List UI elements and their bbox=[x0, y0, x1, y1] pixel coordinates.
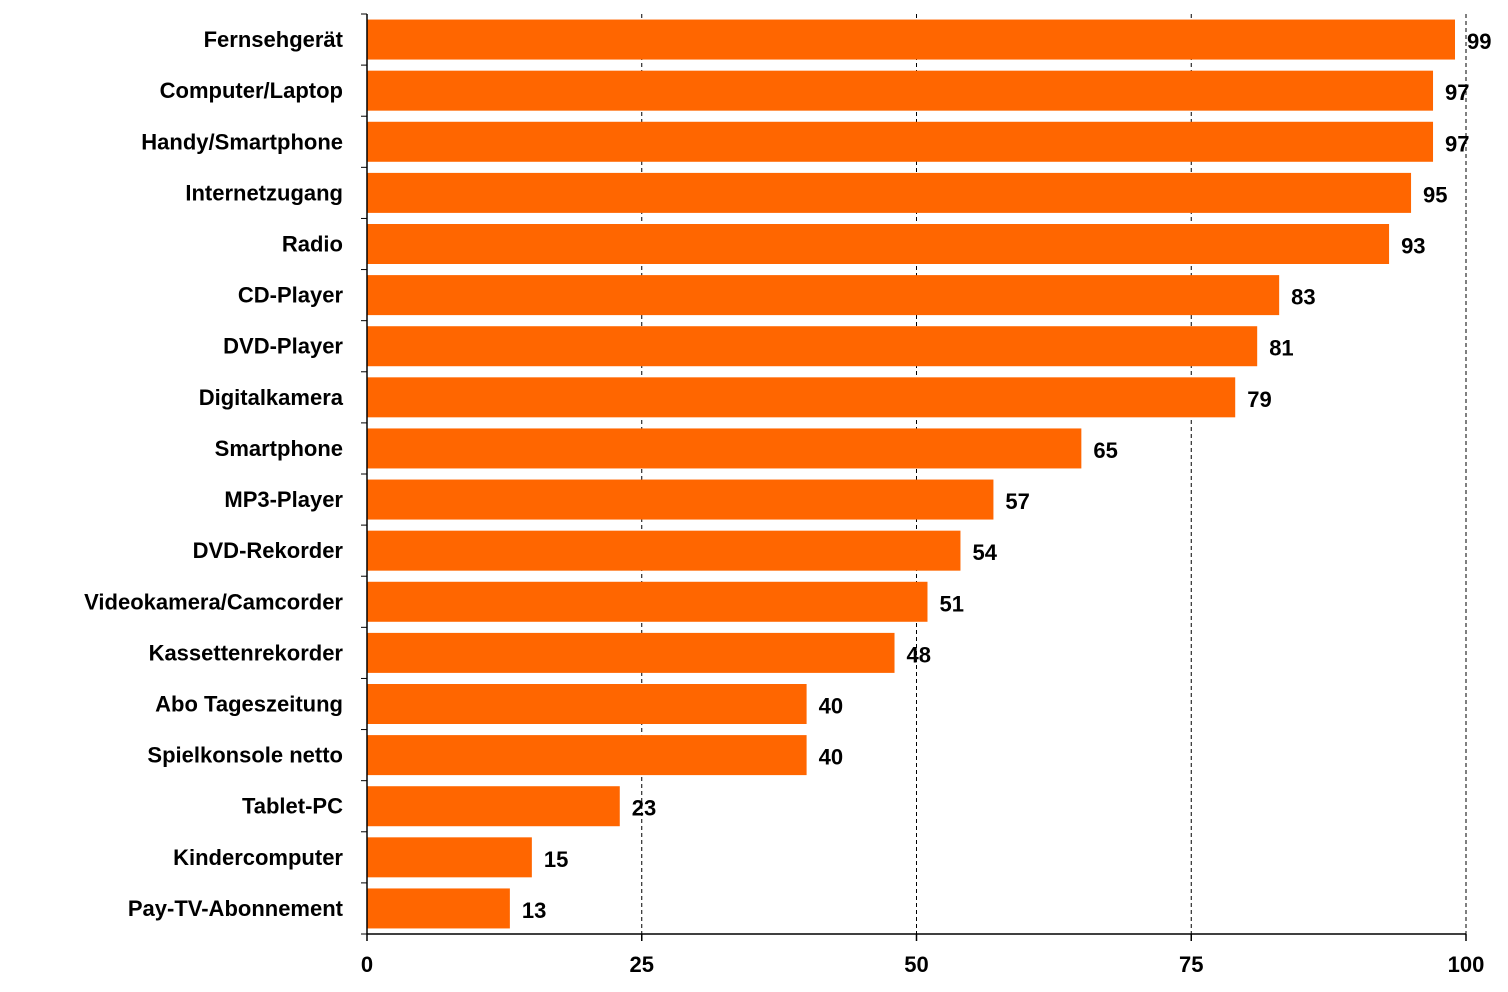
category-label: Smartphone bbox=[215, 436, 343, 461]
value-label: 97 bbox=[1445, 80, 1469, 105]
category-label: CD-Player bbox=[238, 283, 344, 308]
category-label: Tablet-PC bbox=[242, 794, 343, 819]
value-labels: 99 97 97 95 93 83 81 79 65 57 54 51 48 40 40 23 15 13 bbox=[522, 29, 1492, 923]
category-label: DVD-Player bbox=[223, 334, 343, 359]
value-label: 81 bbox=[1269, 336, 1293, 361]
x-tick-label: 25 bbox=[630, 952, 654, 977]
bars bbox=[367, 19, 1456, 929]
value-label: 83 bbox=[1291, 285, 1315, 310]
gridlines bbox=[641, 14, 1467, 934]
bar-8 bbox=[367, 377, 1236, 418]
bar-9 bbox=[367, 428, 1082, 469]
category-label: Pay-TV-Abonnement bbox=[128, 896, 344, 921]
value-label: 40 bbox=[819, 745, 843, 770]
category-label: Digitalkamera bbox=[199, 385, 344, 410]
value-label: 13 bbox=[522, 898, 546, 923]
category-label: Radio bbox=[282, 232, 343, 257]
value-label: 97 bbox=[1445, 131, 1469, 156]
value-label: 99 bbox=[1467, 29, 1491, 54]
value-label: 51 bbox=[939, 591, 963, 616]
category-label: Handy/Smartphone bbox=[141, 129, 343, 154]
category-label: Fernsehgerät bbox=[204, 27, 344, 52]
value-label: 54 bbox=[972, 540, 997, 565]
bar-16 bbox=[367, 786, 620, 827]
value-label: 48 bbox=[907, 642, 931, 667]
bar-7 bbox=[367, 326, 1258, 367]
bar-3 bbox=[367, 121, 1434, 162]
bar-11 bbox=[367, 530, 961, 571]
bar-13 bbox=[367, 632, 895, 673]
category-label: Videokamera/Camcorder bbox=[84, 589, 343, 614]
bar-18 bbox=[367, 888, 510, 929]
value-label: 79 bbox=[1247, 387, 1271, 412]
category-label: Kindercomputer bbox=[173, 845, 343, 870]
bar-5 bbox=[367, 224, 1390, 264]
category-labels: Fernsehgerät Computer/Laptop Handy/Smartph… bbox=[84, 27, 344, 921]
bar-14 bbox=[367, 684, 807, 724]
bar-2 bbox=[367, 70, 1434, 111]
x-tick-label: 50 bbox=[904, 952, 928, 977]
category-label: Internetzugang bbox=[185, 180, 343, 205]
value-label: 95 bbox=[1423, 182, 1447, 207]
x-tick-label: 100 bbox=[1448, 952, 1485, 977]
bar-6 bbox=[367, 275, 1280, 316]
value-label: 57 bbox=[1005, 489, 1029, 514]
value-label: 15 bbox=[544, 847, 568, 872]
category-label: Computer/Laptop bbox=[160, 78, 343, 103]
category-label: MP3-Player bbox=[224, 487, 343, 512]
x-tick-labels: 0 25 50 75 100 bbox=[361, 13, 1485, 977]
category-label: Spielkonsole netto bbox=[147, 743, 343, 768]
category-label: Kassettenrekorder bbox=[149, 640, 344, 665]
bar-12 bbox=[367, 581, 928, 622]
value-label: 23 bbox=[632, 796, 656, 821]
value-label: 65 bbox=[1093, 438, 1117, 463]
bar-4 bbox=[367, 172, 1412, 213]
category-label: DVD-Rekorder bbox=[193, 538, 344, 563]
value-label: 40 bbox=[819, 694, 843, 719]
bar-15 bbox=[367, 735, 807, 776]
bar-1 bbox=[367, 19, 1456, 60]
x-tick-label: 0 bbox=[361, 952, 373, 977]
category-label: Abo Tageszeitung bbox=[155, 692, 343, 717]
bar-17 bbox=[367, 837, 532, 878]
value-label: 93 bbox=[1401, 234, 1425, 259]
x-tick-label: 75 bbox=[1179, 952, 1203, 977]
bar-10 bbox=[367, 479, 994, 520]
